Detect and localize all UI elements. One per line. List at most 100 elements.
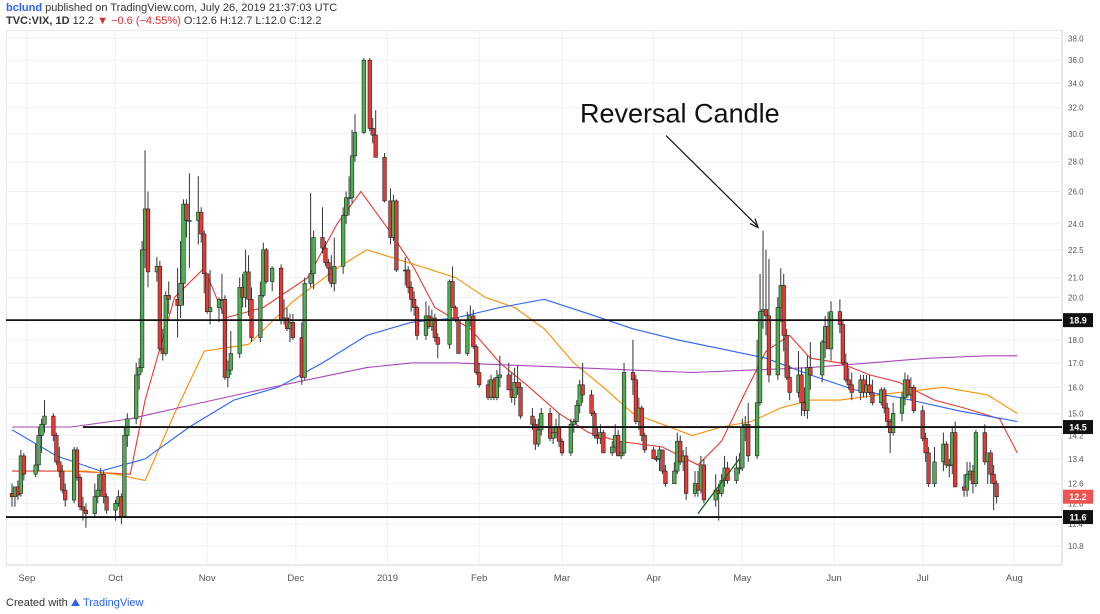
candle-body[interactable] bbox=[412, 299, 417, 308]
candle-body[interactable] bbox=[734, 467, 739, 481]
candle-body[interactable] bbox=[947, 464, 952, 467]
candle-body[interactable] bbox=[450, 281, 455, 308]
candle-body[interactable] bbox=[42, 415, 47, 425]
candle-body[interactable] bbox=[447, 281, 452, 345]
candle-body[interactable] bbox=[60, 470, 65, 491]
candle-body[interactable] bbox=[654, 458, 659, 461]
candle-body[interactable] bbox=[899, 397, 905, 414]
candle-body[interactable] bbox=[349, 155, 355, 199]
candle-body[interactable] bbox=[373, 134, 378, 158]
candle-body[interactable] bbox=[187, 220, 192, 222]
candle-body[interactable] bbox=[719, 480, 724, 494]
candle-body[interactable] bbox=[184, 203, 189, 221]
candle-body[interactable] bbox=[74, 449, 80, 478]
candle-body[interactable] bbox=[973, 432, 979, 484]
candle-body[interactable] bbox=[651, 449, 656, 460]
candle-body[interactable] bbox=[672, 470, 677, 484]
candle-body[interactable] bbox=[684, 455, 689, 494]
price-chart[interactable]: Sep Oct Nov Dec 2019 Feb Mar Apr May Jun Jul Aug 10.… bbox=[5, 29, 1094, 595]
candle-body[interactable] bbox=[953, 432, 958, 488]
candle-body[interactable] bbox=[618, 452, 624, 457]
candle-body[interactable] bbox=[642, 435, 647, 451]
candle-body[interactable] bbox=[323, 247, 328, 263]
candle-body[interactable] bbox=[208, 307, 213, 312]
candle-body[interactable] bbox=[988, 452, 993, 475]
candle-body[interactable] bbox=[911, 387, 916, 411]
candle-body[interactable] bbox=[530, 415, 535, 425]
candle-body[interactable] bbox=[991, 473, 996, 484]
candle-body[interactable] bbox=[474, 346, 479, 373]
candle-body[interactable] bbox=[539, 413, 544, 431]
candle-body[interactable] bbox=[101, 473, 106, 498]
trend-line[interactable] bbox=[697, 458, 740, 514]
candle-body[interactable] bbox=[228, 353, 233, 371]
candle-body[interactable] bbox=[278, 267, 284, 321]
candle-body[interactable] bbox=[409, 287, 414, 300]
candle-body[interactable] bbox=[867, 384, 872, 393]
candle-body[interactable] bbox=[787, 377, 792, 393]
candle-body[interactable] bbox=[370, 128, 375, 136]
candle-body[interactable] bbox=[258, 295, 263, 338]
candle-body[interactable] bbox=[494, 377, 500, 398]
candle-body[interactable] bbox=[382, 156, 387, 202]
candle-body[interactable] bbox=[83, 509, 89, 514]
candle-body[interactable] bbox=[840, 324, 845, 364]
candle-body[interactable] bbox=[104, 496, 109, 511]
candle-body[interactable] bbox=[944, 443, 949, 466]
candle-body[interactable] bbox=[199, 211, 204, 235]
candle-body[interactable] bbox=[166, 295, 171, 300]
candle-body[interactable] bbox=[406, 269, 411, 288]
candle-body[interactable] bbox=[290, 321, 295, 338]
candle-body[interactable] bbox=[891, 413, 896, 433]
candle-body[interactable] bbox=[414, 307, 420, 336]
candle-body[interactable] bbox=[134, 374, 139, 420]
candle-body[interactable] bbox=[630, 372, 636, 381]
candle-body[interactable] bbox=[663, 470, 668, 484]
candle-body[interactable] bbox=[923, 438, 928, 454]
candle-body[interactable] bbox=[432, 317, 437, 338]
candle-body[interactable] bbox=[122, 435, 127, 518]
candle-body[interactable] bbox=[33, 464, 38, 475]
tradingview-brand[interactable]: TradingView bbox=[82, 597, 144, 609]
candle-body[interactable] bbox=[994, 483, 999, 498]
candle-body[interactable] bbox=[574, 405, 579, 422]
candle-body[interactable] bbox=[77, 477, 83, 508]
candle-body[interactable] bbox=[766, 315, 772, 376]
candle-body[interactable] bbox=[361, 59, 366, 133]
candle-body[interactable] bbox=[506, 374, 511, 391]
candle-body[interactable] bbox=[202, 233, 207, 275]
candle-body[interactable] bbox=[559, 440, 565, 454]
candle-body[interactable] bbox=[536, 429, 541, 445]
candle-body[interactable] bbox=[616, 435, 621, 457]
candle-body[interactable] bbox=[846, 379, 851, 386]
candle-body[interactable] bbox=[326, 262, 331, 269]
candle-body[interactable] bbox=[828, 311, 834, 350]
candle-body[interactable] bbox=[54, 435, 59, 463]
candle-body[interactable] bbox=[95, 489, 100, 498]
candle-body[interactable] bbox=[465, 319, 470, 354]
candle-body[interactable] bbox=[926, 452, 931, 484]
candle-body[interactable] bbox=[515, 382, 520, 388]
candle-body[interactable] bbox=[592, 413, 597, 436]
candle-body[interactable] bbox=[580, 384, 585, 396]
candle-body[interactable] bbox=[246, 271, 251, 300]
candle-body[interactable] bbox=[225, 369, 230, 378]
candle-body[interactable] bbox=[781, 285, 786, 336]
author-name[interactable]: bclund bbox=[6, 2, 43, 14]
candle-body[interactable] bbox=[784, 335, 789, 378]
candle-body[interactable] bbox=[837, 311, 842, 325]
candle-body[interactable] bbox=[344, 197, 349, 216]
candle-body[interactable] bbox=[932, 461, 937, 484]
candle-body[interactable] bbox=[556, 426, 562, 442]
candle-body[interactable] bbox=[308, 273, 313, 284]
candle-body[interactable] bbox=[477, 372, 482, 386]
candle-body[interactable] bbox=[740, 426, 745, 469]
candle-body[interactable] bbox=[352, 132, 358, 157]
candle-body[interactable] bbox=[633, 379, 638, 422]
candle-body[interactable] bbox=[746, 423, 751, 457]
candle-body[interactable] bbox=[264, 249, 269, 282]
candle-body[interactable] bbox=[775, 307, 780, 376]
candle-body[interactable] bbox=[249, 299, 254, 338]
candle-body[interactable] bbox=[550, 432, 556, 439]
candle-body[interactable] bbox=[51, 415, 56, 436]
